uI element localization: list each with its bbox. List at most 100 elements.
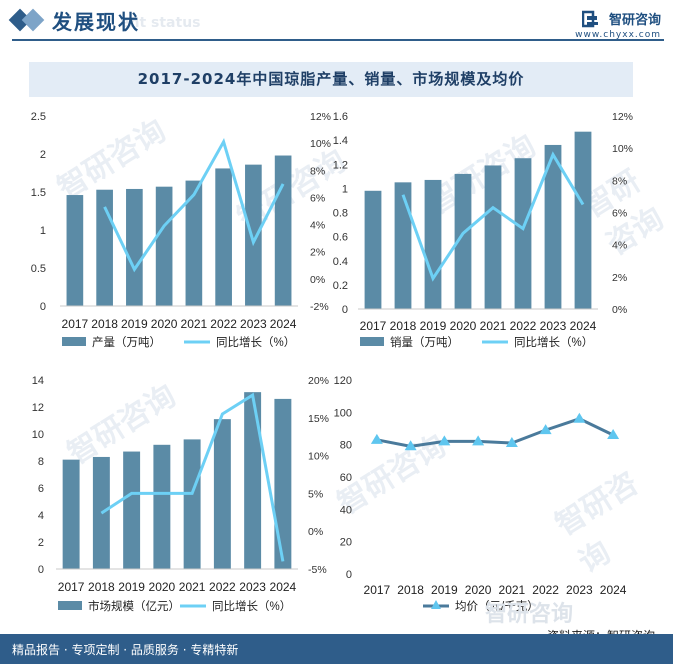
growth-line: [401, 151, 585, 282]
price-line: [376, 417, 614, 448]
y-tick-label: 120: [334, 375, 352, 387]
bar: [123, 451, 141, 569]
x-tick-label: 2022: [532, 583, 559, 597]
bar: [66, 195, 84, 306]
x-tick-label: 2021: [499, 583, 526, 597]
bar: [213, 419, 231, 569]
price-marker: [607, 428, 620, 439]
y2-tick-label: 8%: [310, 165, 325, 177]
growth-line: [100, 392, 285, 562]
x-tick-label: 2024: [600, 583, 627, 597]
y-tick-label: 2: [38, 537, 44, 549]
x-tick-label: 2020: [450, 319, 477, 333]
section-subtitle: ent status: [120, 15, 201, 31]
x-tick-label: 2024: [570, 319, 597, 333]
y2-tick-label: 5%: [308, 488, 323, 500]
x-tick-label: 2023: [540, 319, 567, 333]
y-tick-label: 0: [342, 304, 348, 316]
y-tick-label: 2.5: [31, 111, 46, 123]
y-tick-label: 0.6: [333, 232, 348, 244]
y-tick-label: 1.5: [31, 187, 46, 199]
bar: [424, 179, 442, 309]
brand-block: 智研咨询 www.chyxx.com: [575, 8, 661, 40]
x-tick-label: 2017: [360, 319, 387, 333]
y-tick-label: 20: [340, 537, 352, 549]
x-tick-label: 2023: [566, 583, 593, 597]
y2-tick-label: 8%: [612, 175, 627, 187]
bar: [245, 164, 262, 306]
x-tick-label: 2019: [121, 317, 148, 331]
legend-line-label: 同比增长（%）: [212, 599, 291, 613]
bar: [62, 459, 80, 569]
x-tick-label: 2021: [480, 319, 507, 333]
legend-bar-swatch: [62, 337, 86, 346]
y-tick-label: 4: [38, 510, 44, 522]
y-tick-label: 14: [32, 375, 44, 387]
header-divider: [12, 39, 664, 41]
x-tick-label: 2024: [270, 580, 297, 594]
y2-tick-label: 0%: [612, 304, 627, 316]
x-tick-label: 2018: [88, 580, 115, 594]
bar: [514, 158, 532, 309]
x-tick-label: 2023: [240, 317, 267, 331]
x-tick-label: 2022: [510, 319, 537, 333]
x-tick-label: 2023: [239, 580, 266, 594]
footer-tags: 精品报告 · 专项定制 · 品质服务 · 专精特新: [12, 643, 239, 657]
x-tick-label: 2021: [179, 580, 206, 594]
section-title: 发展现状: [52, 10, 140, 34]
legend-line-label: 同比增长（%）: [216, 335, 295, 349]
y2-tick-label: 0%: [308, 526, 323, 538]
bar: [544, 144, 562, 309]
price-marker: [370, 433, 383, 444]
x-tick-label: 2020: [151, 317, 178, 331]
y-tick-label: 1.4: [333, 135, 348, 147]
y2-tick-label: 12%: [310, 111, 331, 123]
price-marker: [573, 412, 586, 423]
bar: [153, 444, 171, 569]
legend-bar-swatch: [360, 337, 384, 346]
y2-tick-label: 4%: [310, 220, 325, 232]
bar: [126, 188, 143, 306]
legend-bar-swatch: [58, 601, 82, 610]
x-tick-label: 2024: [270, 317, 297, 331]
x-tick-label: 2018: [397, 583, 424, 597]
bar: [185, 180, 203, 306]
y2-tick-label: 2%: [310, 247, 325, 259]
y2-tick-label: -5%: [308, 564, 327, 576]
y2-tick-label: 6%: [310, 192, 325, 204]
watermark-bottom: 智研咨询: [485, 602, 574, 627]
y2-tick-label: 10%: [310, 138, 331, 150]
x-tick-label: 2022: [210, 317, 237, 331]
y-tick-label: 0.4: [333, 256, 348, 268]
bar: [394, 182, 412, 309]
y-tick-label: 0.8: [333, 208, 348, 220]
bar: [574, 131, 592, 309]
x-tick-label: 2020: [465, 583, 492, 597]
y2-tick-label: 6%: [612, 208, 627, 220]
y-tick-label: 10: [32, 429, 44, 441]
legend-bar-label: 市场规模（亿元）: [88, 599, 180, 613]
y-tick-label: 80: [340, 440, 352, 452]
y2-tick-label: 12%: [612, 111, 633, 123]
y-tick-label: 1: [342, 183, 348, 195]
x-tick-label: 2022: [209, 580, 236, 594]
x-tick-label: 2017: [58, 580, 85, 594]
brand-logo-icon: [581, 10, 598, 27]
legend-bar-label: 销量（万吨）: [390, 335, 459, 349]
y-tick-label: 6: [38, 483, 44, 495]
y-tick-label: 60: [340, 472, 352, 484]
bar: [155, 186, 173, 306]
bar: [183, 439, 201, 569]
x-tick-label: 2018: [390, 319, 417, 333]
y-tick-label: 8: [38, 456, 44, 468]
footer-bar: 精品报告 · 专项定制 · 品质服务 · 专精特新: [0, 634, 673, 664]
bar: [484, 165, 502, 309]
y-tick-label: 0: [38, 564, 44, 576]
x-tick-label: 2019: [420, 319, 447, 333]
y-tick-label: 1.2: [333, 159, 348, 171]
y-tick-label: 2: [40, 149, 46, 161]
price-marker: [505, 437, 518, 448]
legend-price-label: 均价（元/千克）: [455, 600, 539, 613]
y-tick-label: 0: [346, 569, 352, 581]
section-header: ent status 发展现状: [0, 0, 673, 44]
